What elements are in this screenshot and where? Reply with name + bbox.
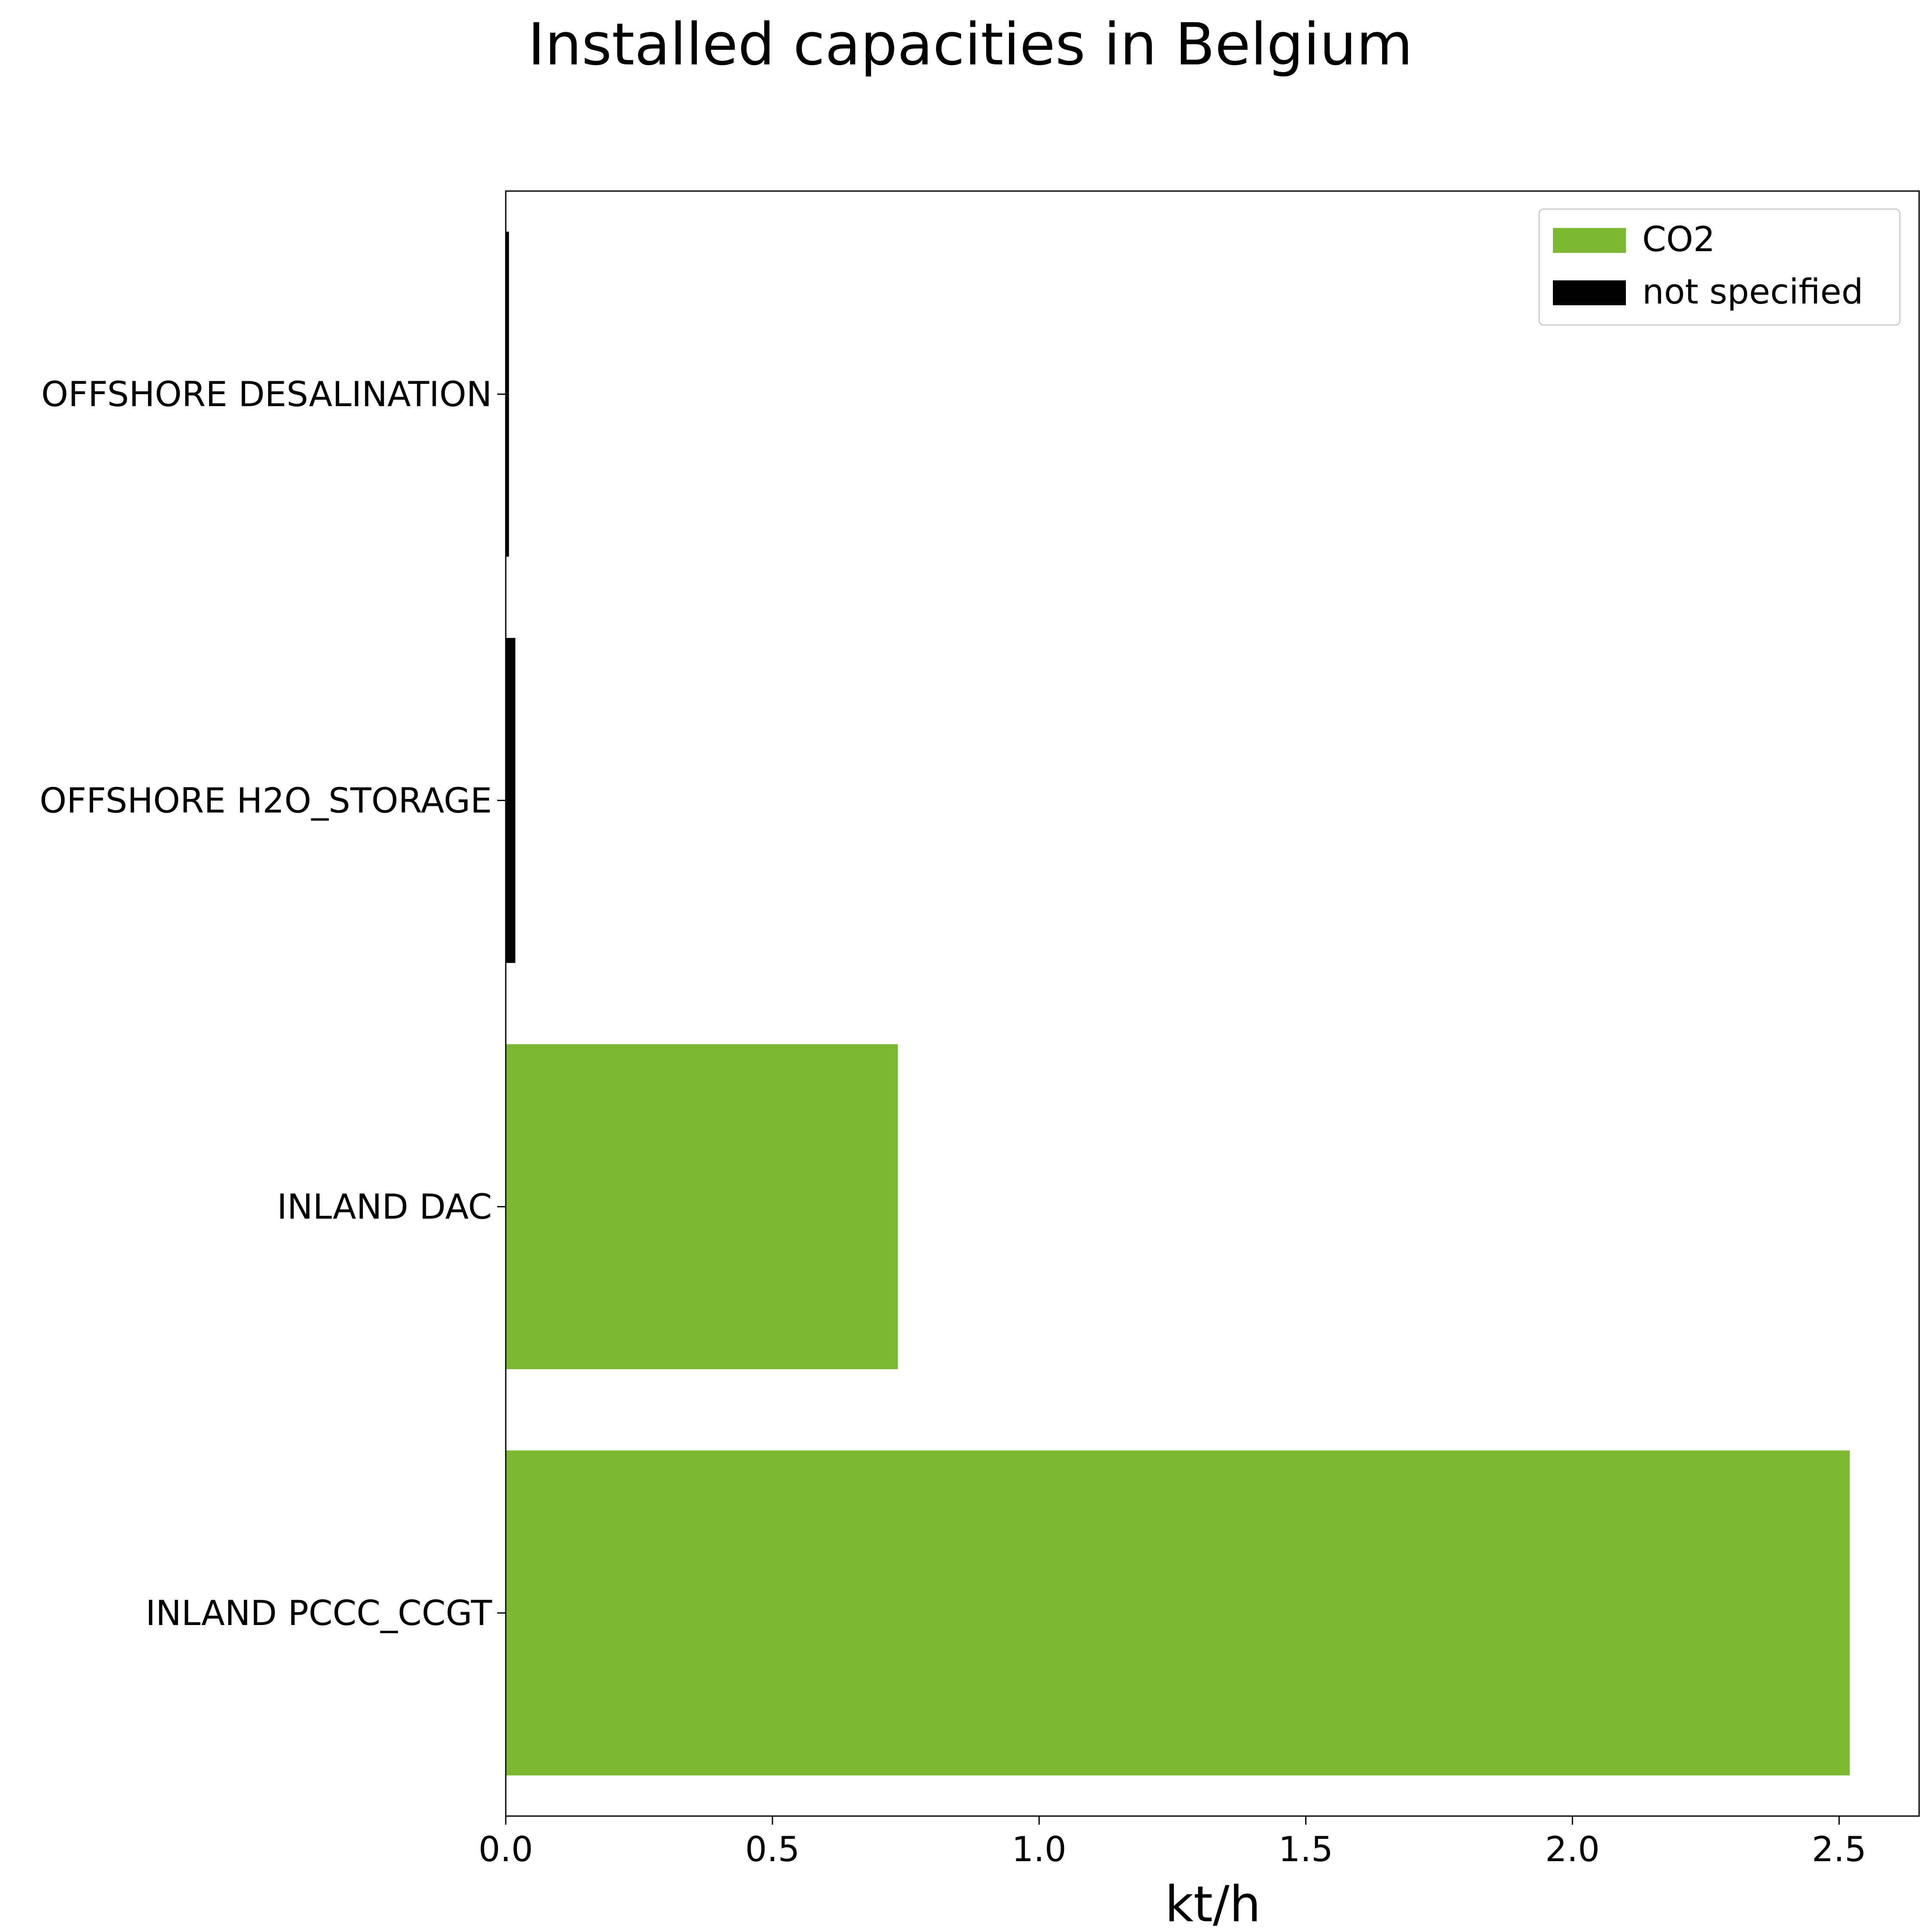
y-tick-label: OFFSHORE H2O_STORAGE bbox=[39, 781, 492, 820]
x-tick-label: 2.5 bbox=[1812, 1829, 1866, 1869]
y-tick-label: INLAND PCCC_CCGT bbox=[146, 1593, 492, 1633]
bar-offshore-h2o-storage bbox=[506, 638, 516, 963]
y-tick-label: INLAND DAC bbox=[277, 1187, 492, 1227]
bar-inland-pccc-ccgt bbox=[506, 1450, 1850, 1776]
y-axis-ticks: OFFSHORE DESALINATION OFFSHORE H2O_STORAG… bbox=[39, 374, 506, 1633]
legend-swatch-co2 bbox=[1553, 228, 1626, 253]
x-tick-label: 1.0 bbox=[1012, 1829, 1066, 1869]
x-tick-label: 1.5 bbox=[1279, 1829, 1333, 1869]
bar-offshore-desalination bbox=[506, 231, 509, 557]
legend-label-co2: CO2 bbox=[1642, 219, 1715, 259]
x-tick-label: 2.0 bbox=[1545, 1829, 1600, 1869]
legend-label-not-specified: not specified bbox=[1642, 272, 1863, 312]
x-axis-label: kt/h bbox=[1165, 1876, 1261, 1932]
legend-box bbox=[1538, 208, 1901, 326]
bars-layer bbox=[506, 231, 1850, 1776]
chart-title: Installed capacities in Belgium bbox=[528, 11, 1413, 78]
x-tick-label: 0.5 bbox=[745, 1829, 800, 1869]
y-tick-label: OFFSHORE DESALINATION bbox=[41, 374, 492, 414]
legend: CO2 not specified bbox=[1538, 208, 1901, 326]
bar-inland-dac bbox=[506, 1044, 898, 1370]
legend-swatch-not-specified bbox=[1553, 280, 1626, 305]
x-axis-ticks: 0.0 0.5 1.0 1.5 2.0 2.5 bbox=[478, 1816, 1866, 1869]
x-tick-label: 0.0 bbox=[478, 1829, 533, 1869]
plot-frame bbox=[505, 190, 1920, 1817]
legend-items: CO2 not specified bbox=[1553, 219, 1863, 312]
